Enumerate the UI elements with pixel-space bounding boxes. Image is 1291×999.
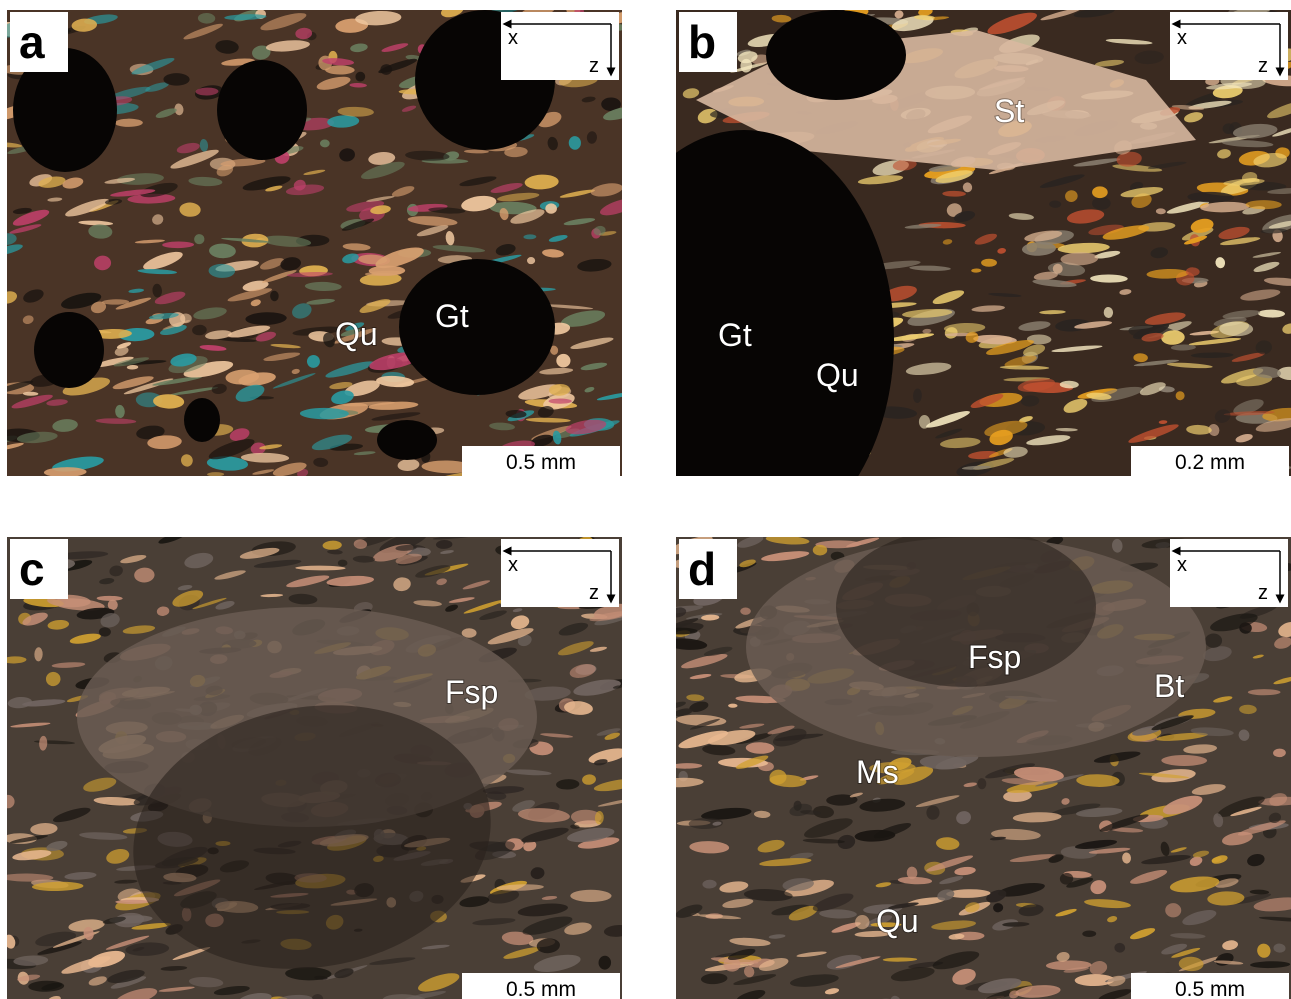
orientation-box [501, 539, 619, 607]
micrograph-panel: c x z 0.5 mm Fsp [0, 525, 639, 999]
mineral-grain [855, 915, 869, 929]
mineral-label: Bt [1154, 668, 1184, 704]
mineral-label: Qu [335, 316, 378, 352]
garnet [399, 259, 555, 395]
page: a x z 0.5 mm Qu Gt b x z 0.2 mm St Gt Qu c x z 0.5 mm Fsp… [0, 0, 1291, 999]
panel-letter: b [688, 16, 716, 68]
mineral-grain [1092, 197, 1111, 210]
scale-bar-label: 0.5 mm [506, 451, 576, 474]
mineral-label: St [994, 93, 1024, 129]
mineral-label: Ms [856, 754, 899, 790]
mineral-label: Fsp [445, 674, 498, 710]
micrograph-panel: d x z 0.5 mm Fsp Bt Ms Qu [650, 527, 1291, 999]
mineral-grain [1248, 689, 1281, 695]
panel-letter: d [688, 543, 716, 595]
mineral-grain [462, 628, 477, 638]
feldspar-twin [836, 527, 1096, 687]
mineral-label: Gt [435, 298, 469, 334]
micrograph-panel: b x z 0.2 mm St Gt Qu [594, 2, 1291, 550]
axis-x-label: x [508, 554, 518, 576]
mineral-label: Qu [876, 903, 919, 939]
mineral-grain [728, 704, 737, 708]
garnet [184, 398, 220, 442]
orientation-box [1170, 12, 1288, 80]
garnet [217, 60, 307, 160]
axis-z-label: z [1258, 55, 1268, 77]
mineral-label: Fsp [968, 639, 1021, 675]
figure: a x z 0.5 mm Qu Gt b x z 0.2 mm St Gt Qu c x z 0.5 mm Fsp… [0, 0, 1291, 999]
mineral-label: Qu [816, 357, 859, 393]
axis-z-label: z [589, 55, 599, 77]
mineral-grain [740, 607, 751, 614]
axis-z-label: z [589, 582, 599, 604]
scale-bar-label: 0.2 mm [1175, 451, 1245, 474]
mineral-grain [981, 259, 997, 267]
axis-x-label: x [508, 27, 518, 49]
axis-x-label: x [1177, 27, 1187, 49]
axis-z-label: z [1258, 582, 1268, 604]
scale-bar-label: 0.5 mm [1175, 978, 1245, 999]
axis-x-label: x [1177, 554, 1187, 576]
panel-letter: a [19, 16, 45, 68]
panel-letter: c [19, 543, 45, 595]
mineral-grain [1092, 186, 1108, 198]
orientation-box [1170, 539, 1288, 607]
garnet [34, 312, 104, 388]
garnet [377, 420, 437, 460]
mineral-grain [320, 139, 330, 147]
mineral-grain [548, 399, 571, 404]
mineral-grain [1246, 200, 1282, 209]
mineral-label: Gt [718, 317, 752, 353]
garnet [766, 10, 906, 100]
orientation-box [501, 12, 619, 80]
scale-bar-label: 0.5 mm [506, 978, 576, 999]
micrograph-panel: a x z 0.5 mm Qu Gt [0, 1, 639, 485]
